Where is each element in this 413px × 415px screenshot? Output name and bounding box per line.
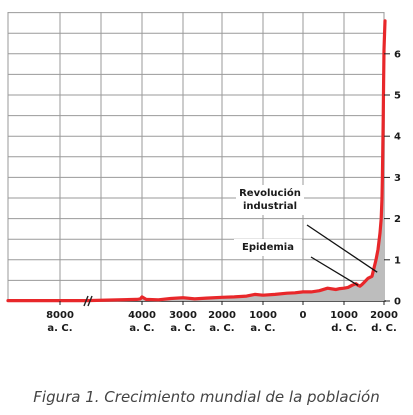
y-tick-label: 5	[394, 91, 401, 102]
x-tick-label-era: a. C.	[170, 323, 195, 334]
annotation-label: Revolución	[239, 187, 301, 199]
x-tick-label: 2000	[208, 310, 236, 321]
y-tick-label: 6	[394, 49, 401, 60]
x-tick-label-era: a. C.	[209, 323, 234, 334]
annotation-pointer-line	[306, 224, 378, 273]
x-axis-ticks: 8000 a. C. 4000 a. C. 3000 a. C. 2000 a. C. 1000…	[46, 301, 398, 334]
annotation-background	[234, 239, 302, 256]
y-tick-label: 2	[394, 214, 401, 225]
axis-break-slash	[83, 295, 89, 307]
x-tick-label: 2000	[370, 310, 398, 321]
x-tick-label-era: a. C.	[250, 323, 275, 334]
population-area	[8, 20, 385, 302]
axis-break-mark	[83, 295, 93, 307]
annotation-background	[236, 185, 304, 215]
y-tick-label: 0	[394, 297, 401, 308]
annotation-label: Epidemia	[242, 242, 294, 253]
x-tick-label: 3000	[169, 310, 197, 321]
x-tick-label-era: d. C.	[371, 323, 397, 334]
axis-break-slash	[87, 295, 93, 307]
x-tick-label-era: d. C.	[331, 323, 357, 334]
chart-annotations: Revolución industrial Epidemia	[234, 185, 378, 286]
y-tick-label: 3	[394, 173, 401, 184]
x-tick-label: 1000	[249, 310, 277, 321]
x-tick-label: 8000	[46, 310, 74, 321]
x-tick-label: 1000	[330, 310, 358, 321]
y-tick-label: 1	[394, 255, 401, 266]
x-tick-label: 4000	[128, 310, 156, 321]
population-line	[6, 19, 387, 303]
x-tick-label-era: a. C.	[129, 323, 154, 334]
annotation-pointer-line	[310, 256, 359, 286]
x-tick-label: 0	[300, 310, 307, 321]
y-tick-label: 4	[394, 132, 401, 143]
figure-caption: Figura 1. Crecimiento mundial de la pobl…	[33, 388, 380, 406]
chart-grid	[7, 12, 386, 302]
x-tick-label-era: a. C.	[47, 323, 72, 334]
annotation-label: industrial	[243, 201, 297, 212]
y-axis-ticks: 0 1 2 3 4 5 6	[384, 49, 401, 308]
